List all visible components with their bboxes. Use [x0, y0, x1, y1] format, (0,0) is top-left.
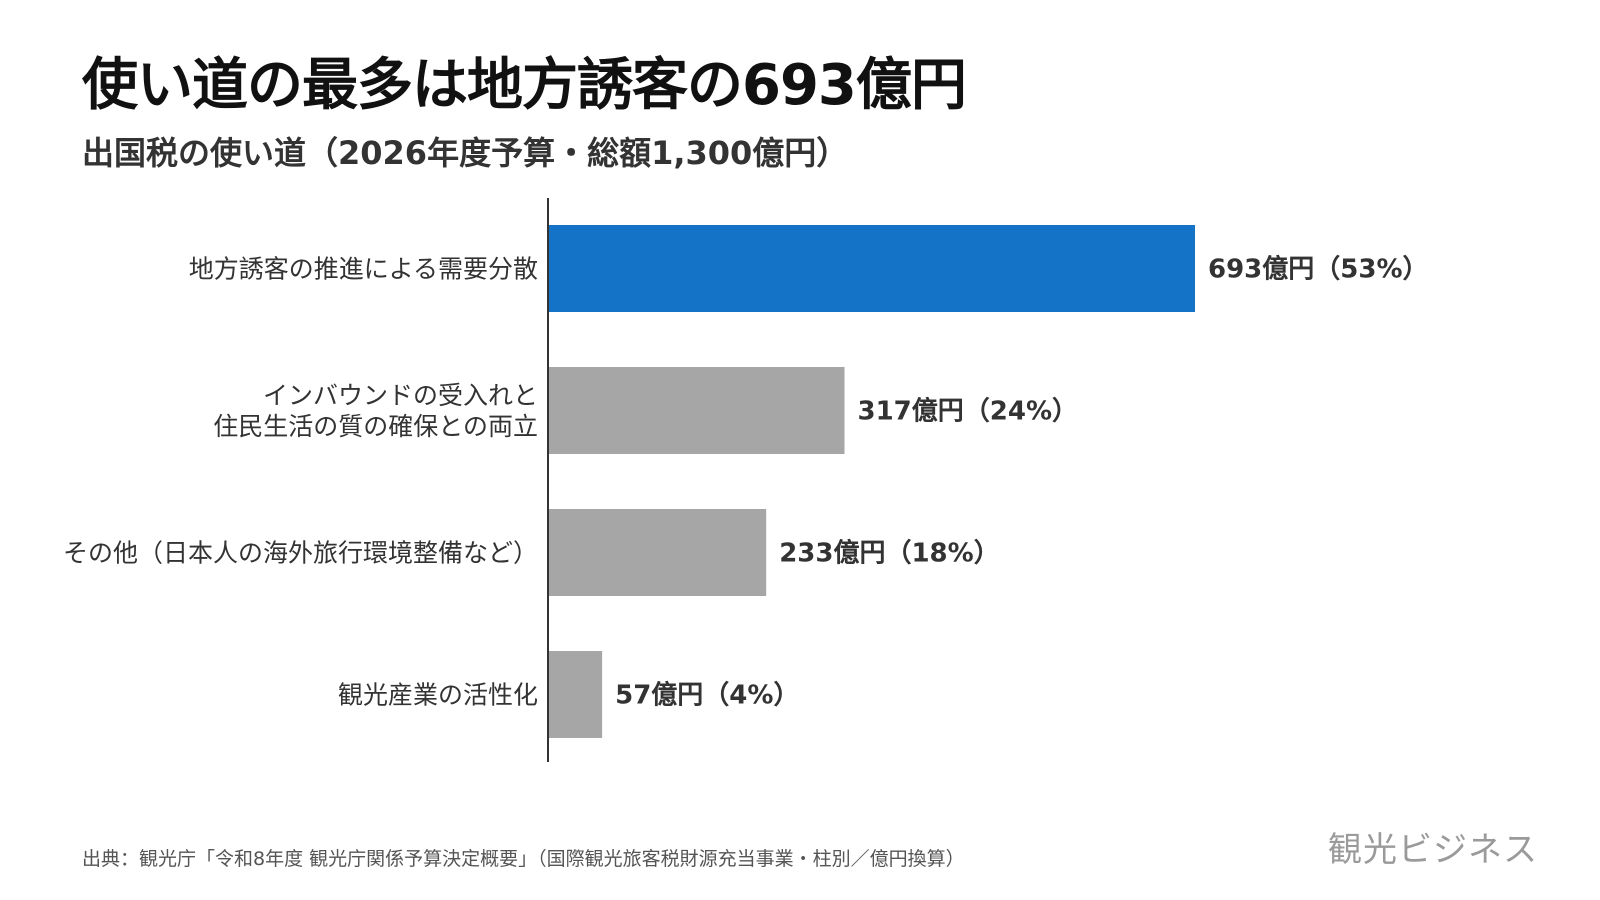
- chart-title: 使い道の最多は地方誘客の693億円: [82, 53, 967, 118]
- chart-subtitle: 出国税の使い道（2026年度予算・総額1,300億円）: [82, 134, 849, 172]
- category-label-2: その他（日本人の海外旅行環境整備など）: [63, 539, 538, 568]
- value-label-1: 317億円（24%）: [858, 397, 1079, 427]
- bar-0: [549, 225, 1195, 312]
- category-label-3: 観光産業の活性化: [338, 681, 538, 710]
- brand-logo: 観光ビジネス: [1328, 830, 1538, 870]
- bar-1: [549, 367, 845, 454]
- bar-3: [549, 651, 603, 738]
- category-label-1: インバウンドの受入れと住民生活の質の確保との両立: [213, 381, 538, 441]
- bar-2: [549, 509, 767, 596]
- bar-chart: 地方誘客の推進による需要分散 693億円（53%） インバウンドの受入れと住民生活の…: [63, 198, 1429, 762]
- value-label-3: 57億円（4%）: [615, 681, 799, 711]
- value-label-0: 693億円（53%）: [1208, 255, 1429, 285]
- value-label-2: 233億円（18%）: [779, 539, 1000, 569]
- source-note: 出典：観光庁「令和8年度 観光庁関係予算決定概要」（国際観光旅客税財源充当事業・…: [82, 848, 965, 870]
- category-label-0: 地方誘客の推進による需要分散: [189, 255, 538, 284]
